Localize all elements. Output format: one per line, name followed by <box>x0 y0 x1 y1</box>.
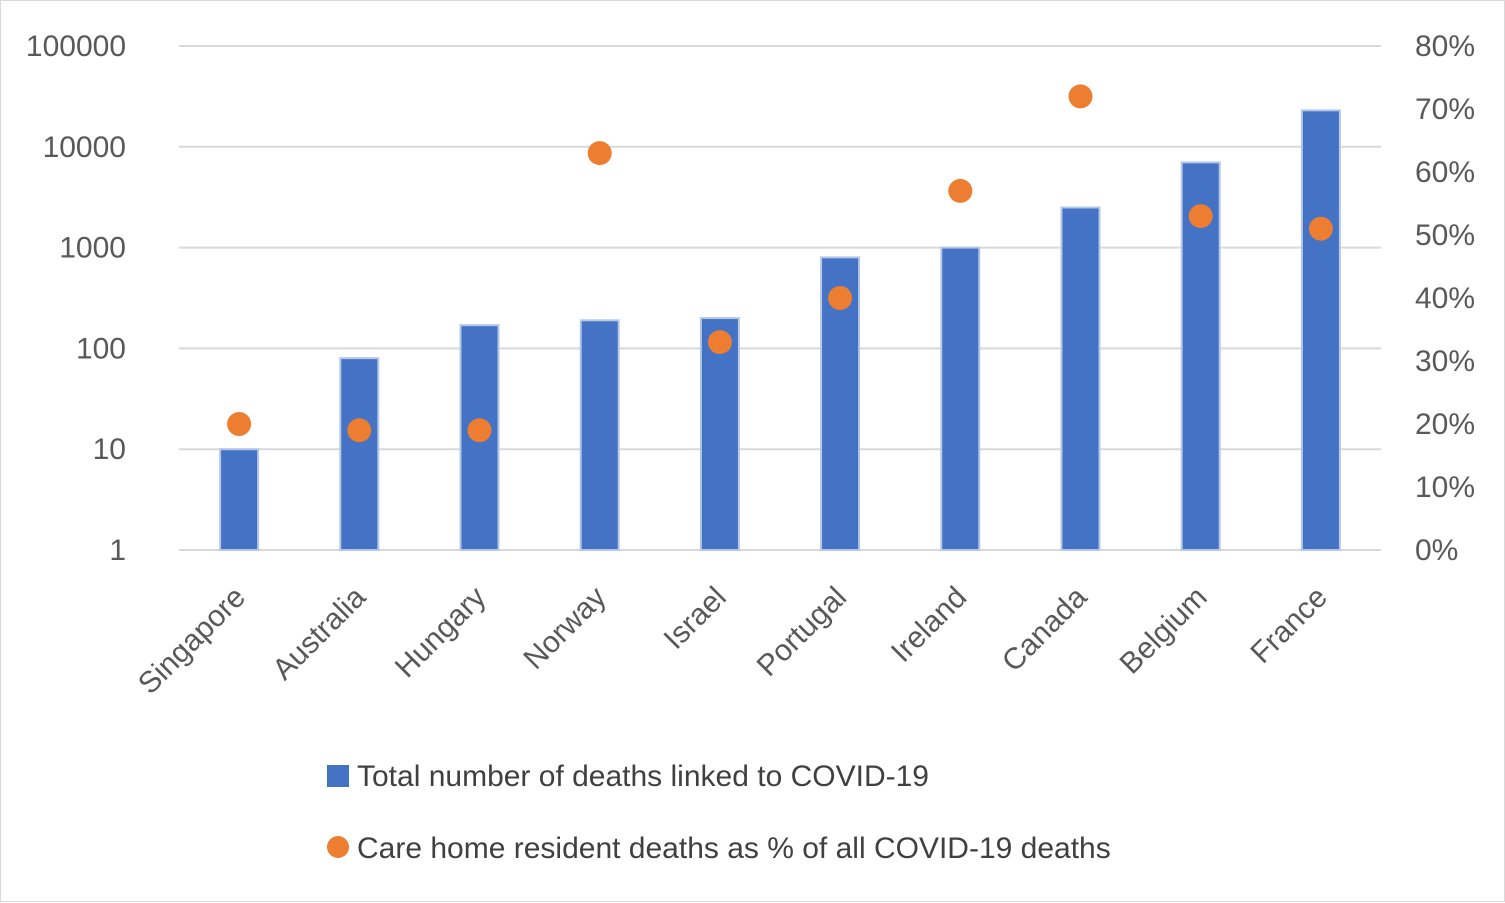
y2-tick-label: 40% <box>1415 282 1475 315</box>
bar-series <box>219 109 1341 552</box>
gridlines <box>179 45 1381 551</box>
data-point <box>1188 204 1213 229</box>
data-point <box>587 141 612 166</box>
category-label: Belgium <box>1114 581 1214 681</box>
y2-tick-label: 30% <box>1415 345 1475 378</box>
category-label: Norway <box>517 581 612 676</box>
legend: Total number of deaths linked to COVID-1… <box>327 760 1111 865</box>
y-tick-label: 1 <box>109 534 126 567</box>
category-label: Ireland <box>885 581 973 669</box>
data-point <box>1308 216 1333 241</box>
y2-tick-label: 60% <box>1415 156 1475 189</box>
right-axis: 80% 70% 60% 50% 40% 30% 20% 10% 0% <box>1415 30 1475 567</box>
bar <box>339 357 380 551</box>
data-point <box>1068 84 1093 109</box>
legend-item-bar-series: Total number of deaths linked to COVID-1… <box>327 760 929 793</box>
bar <box>219 448 260 552</box>
bar <box>1300 109 1341 552</box>
y2-tick-label: 50% <box>1415 219 1475 252</box>
category-label: Israel <box>658 581 733 656</box>
y2-tick-label: 0% <box>1415 534 1458 567</box>
data-point <box>227 412 252 436</box>
bar <box>579 319 620 551</box>
category-label: Canada <box>996 580 1094 678</box>
bar <box>1060 206 1101 551</box>
left-axis: 100000 10000 1000 100 10 1 <box>26 30 126 567</box>
y-tick-label: 1000 <box>59 232 126 265</box>
y-tick-label: 100000 <box>26 30 126 63</box>
y2-tick-label: 80% <box>1415 30 1475 63</box>
bar <box>699 317 740 551</box>
y-tick-label: 10000 <box>43 131 126 164</box>
category-label: Singapore <box>132 581 252 701</box>
legend-item-scatter-series: Care home resident deaths as % of all CO… <box>327 832 1111 865</box>
data-point <box>948 178 973 203</box>
category-label: Portugal <box>751 581 853 683</box>
y-tick-label: 100 <box>76 332 126 365</box>
data-point <box>828 286 853 310</box>
bar <box>459 324 500 551</box>
legend-label-bar: Total number of deaths linked to COVID-1… <box>357 760 929 793</box>
data-point <box>467 418 492 443</box>
category-label: Australia <box>266 580 372 686</box>
category-label: Hungary <box>389 581 493 685</box>
category-axis: Singapore Australia Hungary Norway Israel Por… <box>132 580 1334 700</box>
y-tick-label: 10 <box>93 433 126 466</box>
legend-swatch-dot <box>327 836 349 858</box>
legend-swatch-bar <box>327 765 349 787</box>
legend-label-dot: Care home resident deaths as % of all CO… <box>357 832 1111 865</box>
y2-tick-label: 10% <box>1415 471 1475 504</box>
y2-tick-label: 20% <box>1415 408 1475 441</box>
bar <box>940 246 981 551</box>
data-point <box>347 418 372 443</box>
category-label: France <box>1244 581 1333 670</box>
y2-tick-label: 70% <box>1415 93 1475 126</box>
data-point <box>707 330 732 355</box>
scatter-series <box>227 84 1333 443</box>
